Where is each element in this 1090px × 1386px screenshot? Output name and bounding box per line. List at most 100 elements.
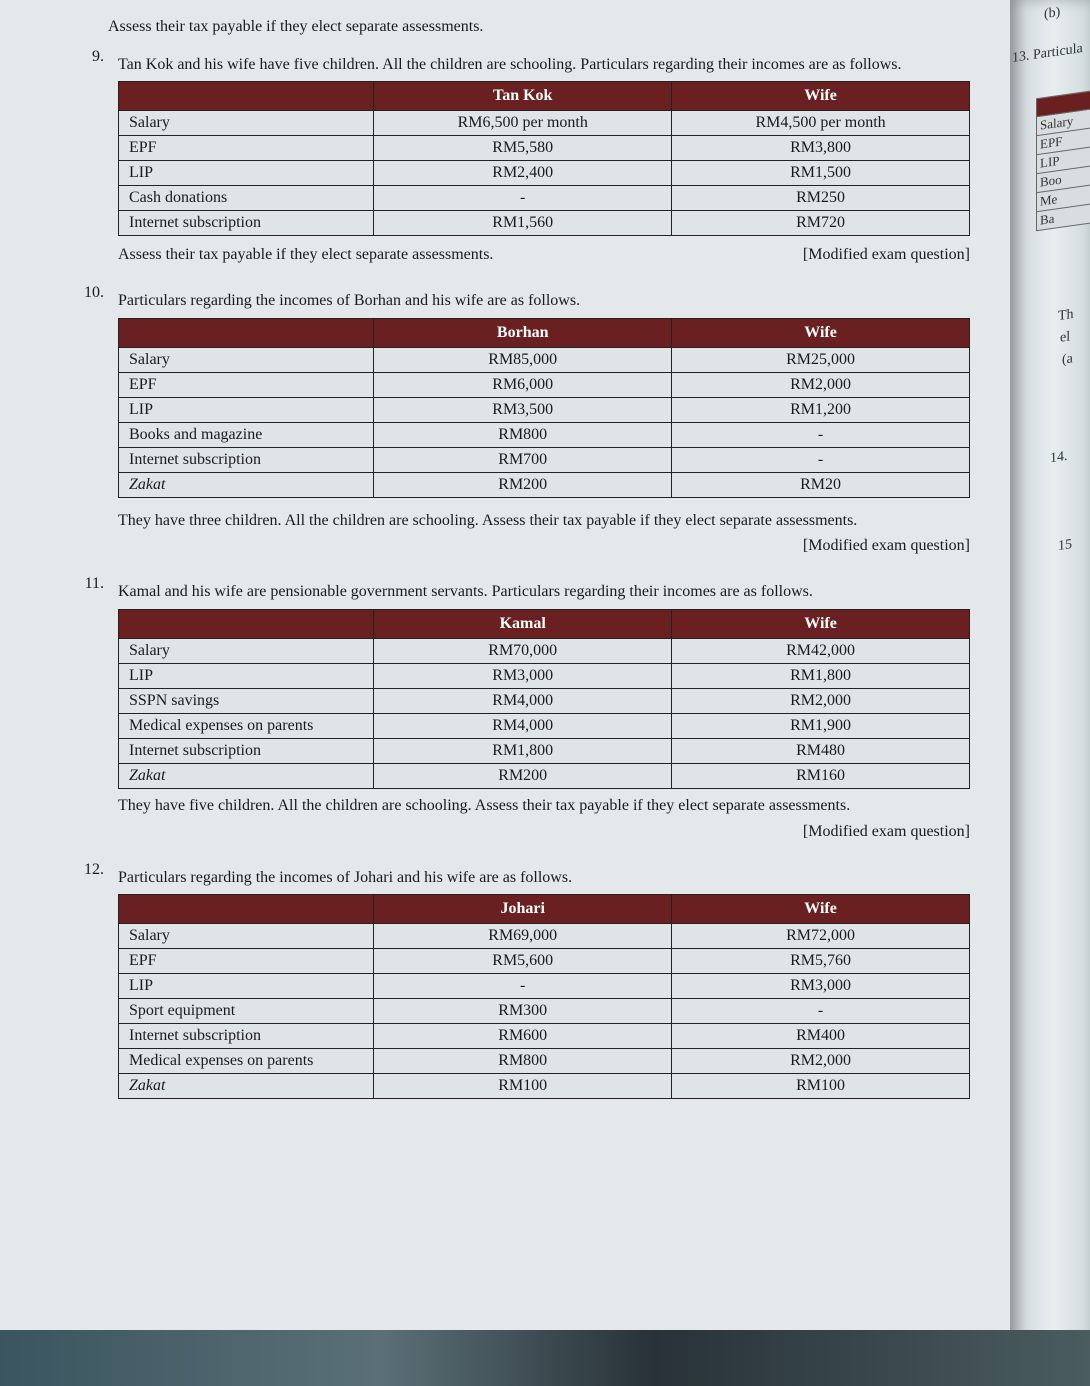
row-value: -: [374, 186, 672, 211]
row-value: RM400: [672, 1024, 970, 1049]
row-label: LIP: [119, 397, 374, 422]
assess-instruction: They have five children. All the childre…: [118, 795, 970, 817]
row-value: RM6,500 per month: [374, 111, 672, 136]
row-label: Zakat: [119, 763, 374, 788]
table-header-cell: Wife: [672, 318, 970, 347]
row-value: RM700: [374, 447, 672, 472]
row-value: RM2,000: [672, 1049, 970, 1074]
row-value: RM5,760: [672, 949, 970, 974]
row-label: Books and magazine: [119, 422, 374, 447]
row-value: RM1,800: [672, 663, 970, 688]
row-value: RM3,000: [672, 974, 970, 999]
table-row: ZakatRM200RM160: [119, 763, 970, 788]
row-value: RM4,000: [374, 713, 672, 738]
table-row: Internet subscriptionRM700-: [119, 447, 970, 472]
row-label: Internet subscription: [119, 1024, 374, 1049]
question-12: 12. Particulars regarding the incomes of…: [80, 861, 970, 1104]
edge-fragment: 13. Particula: [1012, 41, 1083, 67]
row-value: RM72,000: [672, 924, 970, 949]
table-row: SalaryRM85,000RM25,000: [119, 347, 970, 372]
table-header-cell: Wife: [672, 82, 970, 111]
table-body-q9: SalaryRM6,500 per monthRM4,500 per month…: [119, 111, 970, 236]
row-value: -: [374, 974, 672, 999]
row-value: RM2,000: [672, 372, 970, 397]
row-value: RM3,000: [374, 663, 672, 688]
table-header-cell: Tan Kok: [374, 82, 672, 111]
row-label: LIP: [119, 663, 374, 688]
table-row: LIPRM3,500RM1,200: [119, 397, 970, 422]
table-row: SSPN savingsRM4,000RM2,000: [119, 688, 970, 713]
row-value: RM25,000: [672, 347, 970, 372]
table-row: LIPRM3,000RM1,800: [119, 663, 970, 688]
row-value: RM42,000: [672, 638, 970, 663]
row-label: Cash donations: [119, 186, 374, 211]
table-row: ZakatRM200RM20: [119, 472, 970, 497]
row-value: RM800: [374, 1049, 672, 1074]
source-note: [Modified exam question]: [118, 537, 970, 555]
row-value: RM1,560: [374, 211, 672, 236]
row-label: EPF: [119, 949, 374, 974]
row-label: SSPN savings: [119, 688, 374, 713]
table-row: LIPRM2,400RM1,500: [119, 161, 970, 186]
question-text: Tan Kok and his wife have five children.…: [118, 54, 970, 76]
table-row: Internet subscriptionRM600RM400: [119, 1024, 970, 1049]
table-row: Books and magazineRM800-: [119, 422, 970, 447]
table-header-cell: [119, 609, 374, 638]
row-value: RM2,000: [672, 688, 970, 713]
row-value: RM300: [374, 999, 672, 1024]
row-value: RM85,000: [374, 347, 672, 372]
row-label: Zakat: [119, 1074, 374, 1099]
table-row: EPFRM5,600RM5,760: [119, 949, 970, 974]
source-note: [Modified exam question]: [118, 823, 970, 841]
row-label: Internet subscription: [119, 738, 374, 763]
row-label: Salary: [119, 924, 374, 949]
question-footer: Assess their tax payable if they elect s…: [118, 246, 970, 264]
photo-background-strip: [0, 1330, 1090, 1386]
table-row: Cash donations-RM250: [119, 186, 970, 211]
table-header-row: Kamal Wife: [119, 609, 970, 638]
table-header-cell: Borhan: [374, 318, 672, 347]
row-value: -: [672, 422, 970, 447]
question-text: Particulars regarding the incomes of Joh…: [118, 867, 970, 889]
row-value: RM5,600: [374, 949, 672, 974]
row-label: Internet subscription: [119, 447, 374, 472]
row-value: RM20: [672, 472, 970, 497]
row-value: RM69,000: [374, 924, 672, 949]
table-header-cell: [119, 82, 374, 111]
row-value: RM1,800: [374, 738, 672, 763]
table-q11: Kamal Wife SalaryRM70,000RM42,000LIPRM3,…: [118, 609, 970, 789]
row-label: Salary: [119, 347, 374, 372]
question-number: 12.: [80, 861, 104, 1104]
row-label: LIP: [119, 974, 374, 999]
next-page-edge: (b) 13. Particula Salary EPF LIP Boo Me …: [1010, 0, 1090, 1386]
row-value: RM1,900: [672, 713, 970, 738]
question-9: 9. Tan Kok and his wife have five childr…: [80, 48, 970, 275]
row-label: LIP: [119, 161, 374, 186]
question-number: 9.: [80, 48, 104, 275]
table-row: Internet subscriptionRM1,560RM720: [119, 211, 970, 236]
table-row: Medical expenses on parentsRM4,000RM1,90…: [119, 713, 970, 738]
table-header-row: Johari Wife: [119, 895, 970, 924]
table-row: Internet subscriptionRM1,800RM480: [119, 738, 970, 763]
table-row: Medical expenses on parentsRM800RM2,000: [119, 1049, 970, 1074]
textbook-page: Assess their tax payable if they elect s…: [0, 0, 1010, 1330]
table-header-cell: [119, 895, 374, 924]
row-label: Zakat: [119, 472, 374, 497]
edge-fragment: el: [1060, 329, 1070, 346]
table-body-q10: SalaryRM85,000RM25,000EPFRM6,000RM2,000L…: [119, 347, 970, 497]
table-row: SalaryRM69,000RM72,000: [119, 924, 970, 949]
row-value: RM800: [374, 422, 672, 447]
row-value: RM5,580: [374, 136, 672, 161]
question-text: Kamal and his wife are pensionable gover…: [118, 581, 970, 603]
row-value: RM6,000: [374, 372, 672, 397]
table-row: Sport equipmentRM300-: [119, 999, 970, 1024]
row-value: RM720: [672, 211, 970, 236]
table-header-cell: Johari: [374, 895, 672, 924]
table-q9: Tan Kok Wife SalaryRM6,500 per monthRM4,…: [118, 81, 970, 236]
row-value: -: [672, 447, 970, 472]
question-number: 10.: [80, 284, 104, 565]
row-value: RM3,500: [374, 397, 672, 422]
row-value: RM1,500: [672, 161, 970, 186]
row-value: RM70,000: [374, 638, 672, 663]
assess-instruction: Assess their tax payable if they elect s…: [118, 246, 493, 264]
